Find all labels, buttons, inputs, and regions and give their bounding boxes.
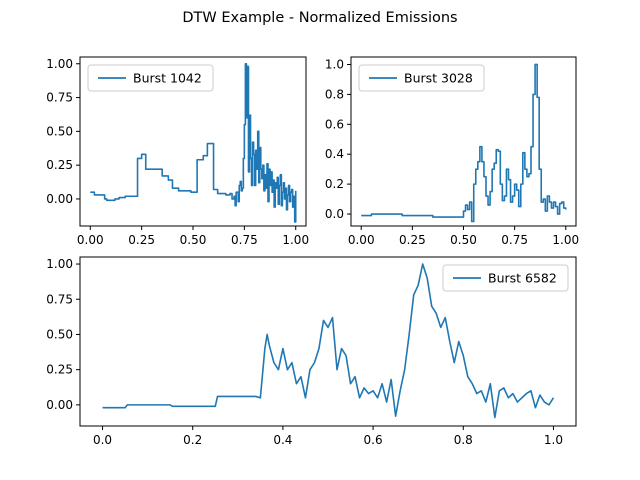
- legend-label: Burst 3028: [404, 71, 473, 86]
- x-tick-label: 0.6: [364, 433, 383, 447]
- y-tick-label: 0.00: [46, 192, 73, 206]
- series-line-burst-3028: [361, 63, 567, 223]
- y-tick-label: 0.25: [46, 363, 73, 377]
- subplot-burst-1042: 0.00 0.25 0.50 0.75 1.00 0.00 0.25 0.50 0.75 1.00…: [46, 56, 309, 247]
- x-tick-label: 0.50: [180, 233, 207, 247]
- y-tick-label: 0.0: [325, 207, 344, 221]
- y-tick-label: 1.0: [325, 57, 344, 71]
- x-tick-label: 0.8: [454, 433, 473, 447]
- series-line-burst-6582: [102, 263, 555, 419]
- x-tick-label: 0.0: [93, 433, 112, 447]
- y-tick-label: 0.8: [325, 87, 344, 101]
- x-tick-label: 0.75: [501, 233, 528, 247]
- legend: Burst 1042: [87, 64, 214, 92]
- legend-label: Burst 1042: [133, 71, 202, 86]
- legend-box: [442, 264, 569, 292]
- x-tick-label: 0.00: [348, 233, 375, 247]
- y-tick-label: 0.50: [46, 327, 73, 341]
- figure-title: DTW Example - Normalized Emissions: [182, 10, 457, 26]
- axes-frame: [79, 256, 577, 427]
- x-tick-label: 0.50: [450, 233, 477, 247]
- legend: Burst 6582: [442, 264, 569, 292]
- subplot-burst-6582: 0.0 0.2 0.4 0.6 0.8 1.0 0.00 0.25 0.50 0.75 1.00 Bu…: [46, 256, 577, 447]
- y-tick-label: 0.2: [325, 177, 344, 191]
- x-tick-label: 0.25: [128, 233, 155, 247]
- y-tick-label: 1.00: [46, 257, 73, 271]
- legend-box: [358, 64, 485, 92]
- y-tick-label: 0.00: [46, 398, 73, 412]
- series-line-burst-1042: [90, 62, 297, 223]
- y-tick-label: 1.00: [46, 57, 73, 71]
- y-tick-label: 0.6: [325, 117, 344, 131]
- legend-label: Burst 6582: [488, 271, 557, 286]
- y-tick-label: 0.75: [46, 91, 73, 105]
- x-tick-label: 0.25: [399, 233, 426, 247]
- x-tick-label: 1.00: [282, 233, 309, 247]
- x-tick-label: 1.00: [552, 233, 579, 247]
- legend: Burst 3028: [358, 64, 485, 92]
- y-tick-label: 0.4: [325, 147, 344, 161]
- legend-box: [87, 64, 214, 92]
- x-tick-label: 1.0: [544, 433, 563, 447]
- x-tick-label: 0.00: [77, 233, 104, 247]
- x-tick-label: 0.4: [273, 433, 292, 447]
- x-tick-label: 0.75: [231, 233, 258, 247]
- y-tick-label: 0.75: [46, 292, 73, 306]
- subplot-burst-3028: 0.00 0.25 0.50 0.75 1.00 0.0 0.2 0.4 0.6 0.8 1.0 Bu…: [325, 56, 579, 247]
- y-tick-label: 0.50: [46, 124, 73, 138]
- x-tick-label: 0.2: [183, 433, 202, 447]
- y-tick-label: 0.25: [46, 158, 73, 172]
